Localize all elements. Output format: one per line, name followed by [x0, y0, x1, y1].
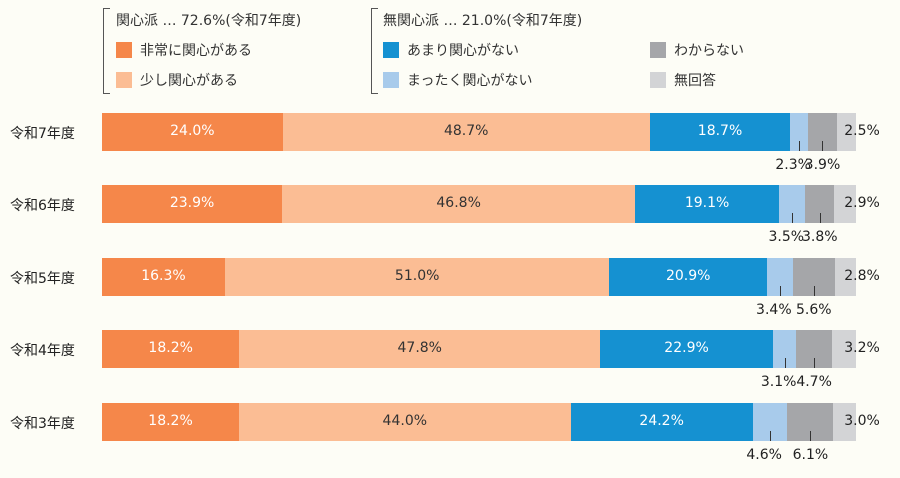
category-label: 令和4年度: [10, 343, 75, 359]
data-label: 48.7%: [443, 123, 489, 139]
leader-line: [814, 358, 816, 368]
leader-line: [810, 431, 812, 441]
data-label: 22.9%: [664, 340, 709, 356]
category-label: 令和3年度: [10, 416, 75, 432]
bar-segment: [796, 330, 832, 368]
data-label: 24.0%: [170, 123, 215, 139]
data-label: 6.1%: [792, 447, 829, 463]
data-label: 3.1%: [760, 374, 797, 390]
bar-segment: [767, 258, 793, 296]
data-label: 23.9%: [169, 195, 215, 211]
legend-swatch: [116, 42, 132, 58]
bar-segment: [837, 113, 856, 151]
bar-segment: [805, 185, 835, 223]
group-bracket: [371, 8, 378, 94]
bar-segment: [834, 185, 856, 223]
category-label: 令和5年度: [10, 271, 75, 287]
bar-segment: [570, 403, 753, 441]
bar-segment: [649, 113, 791, 151]
bar-segment: [834, 258, 856, 296]
legend-swatch: [650, 72, 666, 88]
data-label: 16.3%: [141, 268, 186, 284]
legend-swatch: [116, 72, 132, 88]
data-label: 2.5%: [844, 123, 880, 139]
group-label-uninterested: 無関心派 … 21.0%(令和7年度): [383, 13, 583, 29]
bar-segment: [102, 403, 240, 441]
leader-line: [784, 358, 786, 368]
bar-segment: [282, 113, 650, 151]
bar-segment: [102, 330, 240, 368]
legend-label: 非常に関心がある: [140, 43, 252, 59]
data-label: 46.8%: [436, 195, 481, 211]
leader-line: [792, 213, 794, 223]
bar-segment: [833, 403, 856, 441]
data-label: 24.2%: [639, 413, 684, 429]
legend-swatch: [383, 42, 399, 58]
legend-label: 少し関心がある: [140, 73, 238, 89]
bar-segment: [635, 185, 780, 223]
bar-segment: [102, 113, 283, 151]
leader-line: [779, 286, 781, 296]
data-label: 3.2%: [844, 340, 880, 356]
bar-segment: [102, 185, 283, 223]
legend-swatch: [650, 42, 666, 58]
data-label: 3.9%: [804, 157, 841, 173]
data-label: 2.9%: [844, 195, 880, 211]
leader-line: [813, 286, 815, 296]
data-label: 3.5%: [768, 229, 805, 245]
bar-segment: [239, 403, 571, 441]
data-label: 18.2%: [148, 340, 193, 356]
bar-segment: [224, 258, 610, 296]
data-label: 19.1%: [684, 195, 730, 211]
legend-label: まったく関心がない: [407, 73, 533, 89]
legend-label: あまり関心がない: [407, 43, 519, 59]
bar-segment: [282, 185, 636, 223]
bar-segment: [609, 258, 768, 296]
legend-label: 無回答: [674, 73, 716, 89]
data-label: 18.7%: [697, 123, 743, 139]
data-label: 5.6%: [795, 302, 832, 318]
bar-segment: [239, 330, 601, 368]
group-bracket: [103, 8, 110, 94]
data-label: 2.3%: [775, 157, 811, 173]
bar-segment: [790, 113, 808, 151]
data-label: 3.0%: [844, 413, 880, 429]
data-label: 3.8%: [802, 229, 838, 245]
leader-line: [822, 141, 824, 151]
legend-swatch: [383, 72, 399, 88]
data-label: 47.8%: [397, 340, 442, 356]
leader-line: [819, 213, 821, 223]
category-label: 令和6年度: [10, 198, 75, 214]
group-label-interested: 関心派 … 72.6%(令和7年度): [116, 13, 302, 29]
data-label: 51.0%: [394, 268, 440, 284]
leader-line: [799, 141, 801, 151]
data-label: 4.6%: [746, 447, 782, 463]
legend-label: わからない: [674, 43, 744, 59]
category-label: 令和7年度: [10, 126, 75, 142]
data-label: 20.9%: [665, 268, 711, 284]
bar-segment: [772, 330, 797, 368]
data-label: 2.8%: [844, 268, 880, 284]
leader-line: [770, 431, 772, 441]
bar-segment: [831, 330, 856, 368]
bar-segment: [779, 185, 806, 223]
data-label: 18.2%: [148, 413, 193, 429]
bar-segment: [600, 330, 773, 368]
data-label: 44.0%: [382, 413, 428, 429]
data-label: 4.7%: [796, 374, 832, 390]
bar-segment: [752, 403, 788, 441]
data-label: 3.4%: [756, 302, 792, 318]
bar-segment: [102, 258, 225, 296]
